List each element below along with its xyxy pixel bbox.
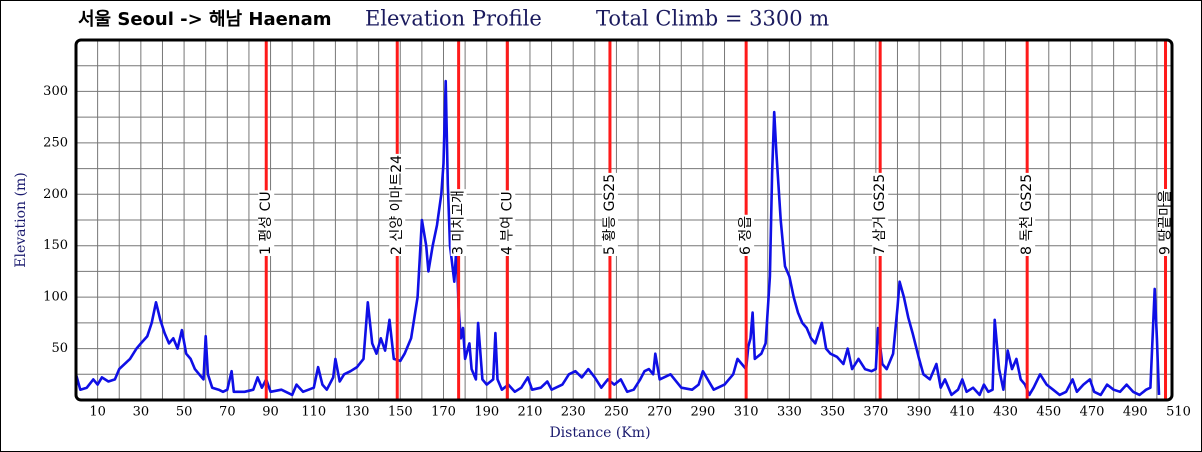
x-tick-label: 450: [1036, 405, 1061, 420]
waypoint-label: 9 땅끝마을: [1158, 190, 1174, 255]
x-tick-label: 50: [176, 405, 193, 420]
x-tick-label: 90: [262, 405, 279, 420]
x-tick-label: 390: [907, 405, 932, 420]
waypoint-label: 4 부여 CU: [499, 191, 515, 255]
x-tick-label: 510: [1166, 405, 1191, 420]
waypoint-label-bg: [258, 190, 275, 256]
waypoint-label-bg: [450, 189, 467, 256]
y-tick-label: 300: [43, 84, 68, 99]
x-tick-label: 470: [1080, 405, 1105, 420]
x-tick-label: 350: [820, 405, 845, 420]
x-tick-label: 310: [734, 405, 759, 420]
x-tick-label: 30: [133, 405, 150, 420]
waypoint-label-bg: [738, 214, 755, 256]
waypoint-label-bg: [1019, 172, 1036, 256]
x-axis-label: Distance (Km): [549, 425, 650, 441]
waypoint-label: 5 황등 GS25: [602, 174, 618, 255]
x-tick-label: 230: [561, 405, 586, 420]
waypoint-label-group: 1 평성 CU: [258, 190, 275, 256]
waypoint-label-bg: [1157, 189, 1174, 256]
waypoint-label-group: 8 독천 GS25: [1019, 172, 1036, 256]
x-tick-label: 490: [1123, 405, 1148, 420]
x-tick-label: 430: [993, 405, 1018, 420]
chart-title: 서울 Seoul -> 해남 Haenam: [78, 9, 332, 30]
x-tick-label: 330: [777, 405, 802, 420]
x-tick-label: 170: [431, 405, 456, 420]
y-tick-label: 150: [43, 238, 68, 253]
waypoint-label-bg: [601, 172, 618, 256]
waypoint-label-bg: [389, 153, 406, 256]
waypoint-label: 7 삼거 GS25: [872, 174, 888, 255]
waypoint-label: 3 미치고개: [451, 190, 467, 255]
waypoint-label-bg: [872, 172, 889, 256]
waypoint-label-group: 7 삼거 GS25: [872, 172, 889, 256]
waypoint-label-group: 9 땅끝마을: [1157, 189, 1174, 256]
waypoint-label: 2 신양 이마트24: [389, 155, 405, 255]
x-tick-label: 210: [518, 405, 543, 420]
y-axis-label: Elevation (m): [13, 172, 29, 267]
x-tick-label: 190: [474, 405, 499, 420]
y-tick-label: 200: [43, 187, 68, 202]
x-tick-label: 150: [388, 405, 413, 420]
waypoint-label-group: 2 신양 이마트24: [389, 153, 406, 256]
waypoint-label-group: 5 황등 GS25: [601, 172, 618, 256]
total-climb: Total Climb = 3300 m: [596, 7, 829, 31]
x-tick-label: 370: [863, 405, 888, 420]
waypoint-label: 6 정읍: [738, 216, 754, 255]
x-tick-label: 70: [219, 405, 236, 420]
waypoint-label-group: 6 정읍: [738, 214, 755, 256]
waypoint-label-group: 4 부여 CU: [499, 190, 516, 256]
y-tick-label: 50: [51, 341, 68, 356]
x-tick-label: 110: [301, 405, 326, 420]
x-tick-label: 290: [690, 405, 715, 420]
x-tick-label: 410: [950, 405, 975, 420]
waypoint-label: 8 독천 GS25: [1019, 174, 1035, 255]
y-tick-label: 100: [43, 290, 68, 305]
y-tick-label: 250: [43, 135, 68, 150]
x-tick-label: 250: [604, 405, 629, 420]
x-tick-label: 130: [345, 405, 370, 420]
waypoint-label-bg: [499, 190, 516, 256]
plot-border: [74, 38, 1174, 402]
elevation-line: [74, 79, 1161, 397]
x-tick-label: 270: [647, 405, 672, 420]
waypoint-label: 1 평성 CU: [258, 191, 274, 255]
waypoint-label-group: 3 미치고개: [450, 189, 467, 256]
x-tick-label: 10: [89, 405, 106, 420]
chart-subtitle: Elevation Profile: [365, 7, 542, 31]
